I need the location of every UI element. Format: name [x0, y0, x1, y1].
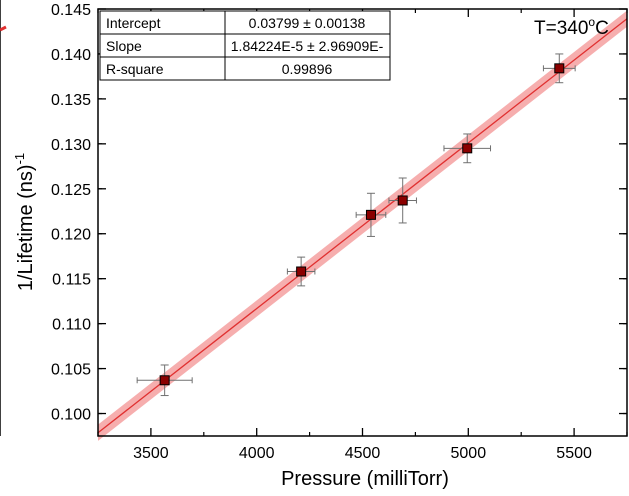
table-row-value: 0.03799 ± 0.00138 — [249, 15, 366, 31]
y-tick-label: 0.135 — [51, 92, 91, 109]
table-row-value: 1.84224E-5 ± 2.96909E- — [231, 38, 384, 54]
fit-line-segment — [97, 18, 628, 434]
fit-results-table: Intercept 0.03799 ± 0.00138 Slope 1.8422… — [99, 10, 391, 81]
x-axis-title: Pressure (milliTorr) — [281, 468, 449, 490]
y-tick-label: 0.130 — [51, 137, 91, 154]
y-tick-label: 0.140 — [51, 47, 91, 64]
data-point — [388, 177, 417, 224]
data-point — [355, 192, 387, 237]
y-tick-label: 0.110 — [52, 317, 91, 334]
x-tick-label: 4500 — [345, 445, 381, 462]
data-point — [286, 256, 316, 287]
data-point — [443, 133, 492, 164]
y-tick-label: 0.120 — [51, 227, 91, 244]
y-tick-label: 0.100 — [51, 407, 91, 424]
square-marker — [365, 209, 376, 220]
fit-line — [97, 18, 628, 434]
table-row-label: R-square — [106, 61, 164, 77]
table-row-value: 0.99896 — [282, 61, 333, 77]
y-axis-title: 1/Lifetime (ns)-1 — [12, 153, 37, 291]
y-axis: 0.100 0.105 0.110 0.115 0.120 0.125 0.130 0.135… — [51, 2, 627, 424]
square-marker — [462, 143, 473, 154]
x-axis: 3500 4000 4500 5000 5500 — [97, 9, 628, 462]
y-tick-label: 0.115 — [52, 272, 91, 289]
square-marker — [554, 63, 565, 74]
temperature-annotation: T=340oC — [534, 15, 609, 39]
x-tick-label: 3500 — [133, 445, 169, 462]
data-points — [136, 53, 576, 397]
square-marker — [296, 266, 307, 277]
square-marker — [397, 195, 408, 206]
data-point — [542, 53, 576, 84]
x-tick-label: 5500 — [556, 445, 592, 462]
table-row-label: Slope — [106, 38, 142, 54]
square-marker — [159, 375, 170, 386]
x-tick-label: 4000 — [239, 445, 275, 462]
x-tick-label: 5000 — [451, 445, 487, 462]
y-tick-label: 0.105 — [51, 362, 91, 379]
neighbor-plot-fragment — [0, 0, 7, 436]
data-point — [136, 364, 193, 397]
y-tick-label: 0.125 — [51, 182, 91, 199]
table-row-label: Intercept — [106, 15, 161, 31]
y-tick-label: 0.145 — [51, 2, 91, 19]
